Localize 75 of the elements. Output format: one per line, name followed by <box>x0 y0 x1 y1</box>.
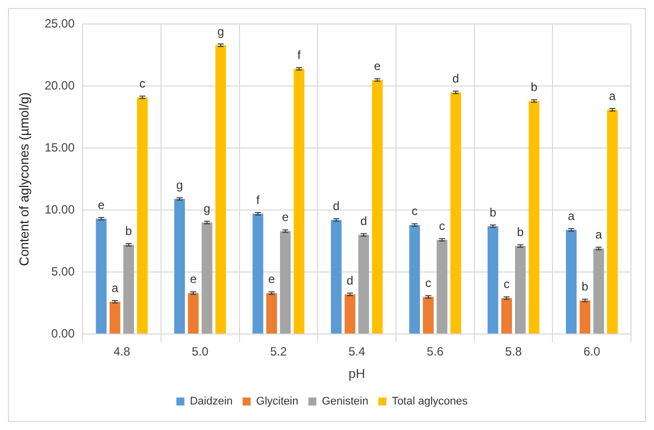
data-label: c <box>504 277 510 292</box>
bar <box>436 240 448 334</box>
data-label: e <box>268 272 276 286</box>
legend-label: Daidzein <box>190 396 233 408</box>
bar <box>137 97 148 334</box>
data-label: c <box>439 218 446 233</box>
bar <box>280 231 291 334</box>
bar <box>215 45 226 334</box>
data-label: a <box>595 228 602 242</box>
data-label: e <box>374 59 382 74</box>
x-tick-label: 6.0 <box>583 344 600 359</box>
data-label: b <box>582 280 589 294</box>
bar <box>528 101 540 334</box>
y-tick-label: 0.00 <box>51 326 75 340</box>
data-label: a <box>609 88 616 103</box>
bar <box>294 68 304 334</box>
x-tick-label: 5.2 <box>270 344 288 359</box>
x-tick-label: 5.0 <box>192 344 209 359</box>
bar <box>607 110 618 334</box>
y-tick-label: 5.00 <box>51 264 75 278</box>
bar <box>123 244 134 334</box>
x-tick-label: 5.8 <box>505 344 522 359</box>
bar <box>188 293 199 334</box>
data-label: b <box>490 205 497 220</box>
bar <box>422 296 434 334</box>
bar <box>580 300 590 334</box>
bar <box>174 198 185 334</box>
x-tick-label: 5.6 <box>426 344 444 359</box>
data-label: e <box>98 198 105 212</box>
data-label: d <box>346 273 354 288</box>
data-label: d <box>332 199 340 214</box>
bar <box>515 246 526 334</box>
data-label: g <box>176 178 183 192</box>
y-tick-label: 25.00 <box>44 16 75 31</box>
bar <box>409 224 420 334</box>
y-tick-label: 15.00 <box>44 140 75 154</box>
bar <box>501 298 512 334</box>
data-label: b <box>517 225 524 240</box>
bar <box>593 248 604 334</box>
bar <box>372 80 383 334</box>
data-label: e <box>190 272 197 286</box>
data-label: f <box>256 192 260 207</box>
bar <box>266 293 277 334</box>
bar <box>96 218 107 334</box>
bar <box>252 214 264 334</box>
bar <box>488 226 498 334</box>
data-label: d <box>360 214 368 228</box>
legend-label: Total aglycones <box>392 396 468 408</box>
data-label: b <box>530 80 538 94</box>
x-tick-label: 5.4 <box>348 344 366 359</box>
data-label: d <box>452 71 460 86</box>
bar <box>110 302 120 334</box>
y-tick-label: 10.00 <box>44 202 75 216</box>
data-label: c <box>139 76 146 90</box>
data-label: g <box>204 202 210 216</box>
y-axis-title: Content of aglycones (µmol/g) <box>16 92 32 266</box>
bar <box>344 294 356 334</box>
bar <box>202 222 212 334</box>
y-tick-label: 20.00 <box>44 78 75 92</box>
x-tick-label: 4.8 <box>113 344 130 359</box>
data-label: g <box>217 24 224 38</box>
bar <box>358 234 370 334</box>
bar <box>566 230 577 334</box>
data-label: c <box>412 204 418 218</box>
data-label: f <box>297 48 302 62</box>
data-label: a <box>112 280 119 295</box>
x-axis-title: pH <box>348 366 366 381</box>
data-label: c <box>425 276 432 290</box>
data-label: e <box>282 210 289 224</box>
bar <box>450 92 462 334</box>
legend-label: Glycitein <box>256 396 298 408</box>
data-label: a <box>568 208 575 223</box>
legend-label: Genistein <box>322 396 368 408</box>
data-label: b <box>125 224 132 238</box>
bar <box>330 220 342 334</box>
